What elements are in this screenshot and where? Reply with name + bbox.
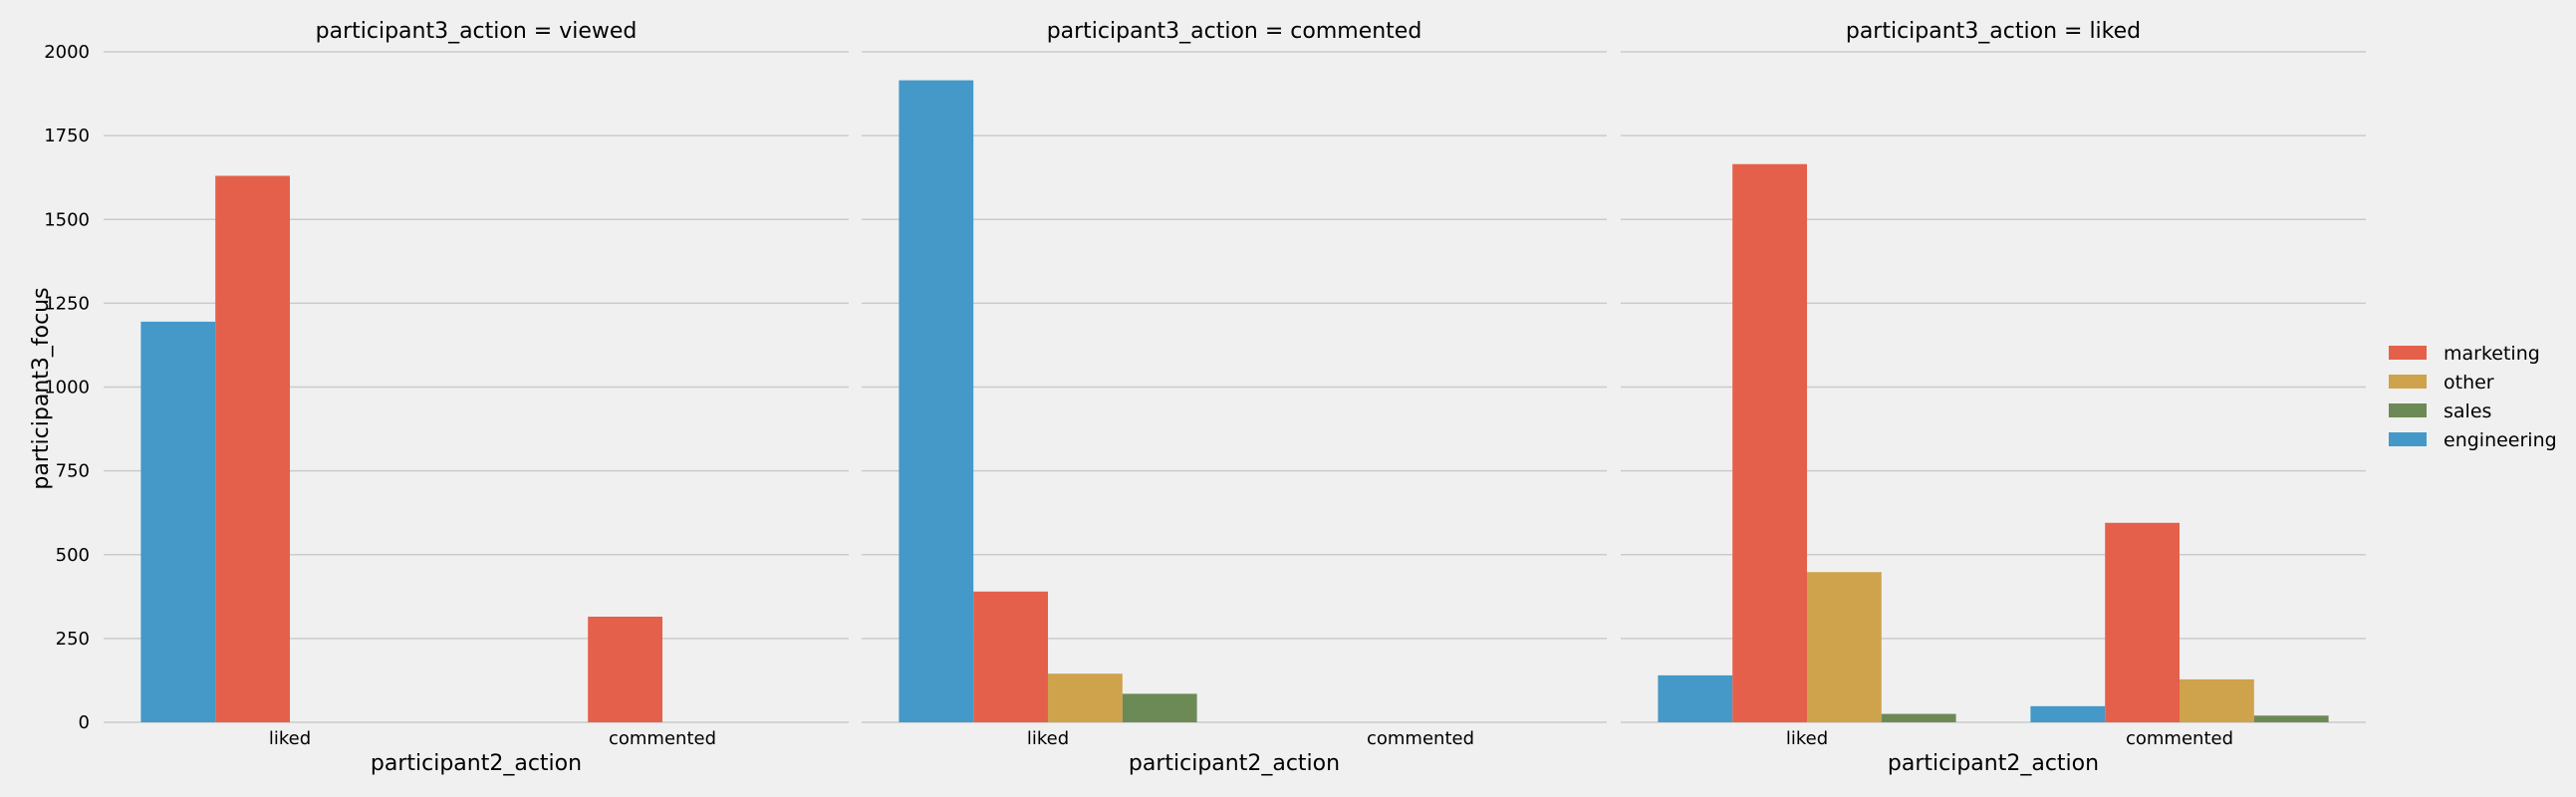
legend-swatch-engineering (2389, 432, 2427, 446)
x-tick-label: liked (1786, 728, 1828, 749)
x-tick-label: commented (609, 728, 716, 749)
bar-sales-liked (1881, 713, 1956, 722)
legend-swatch-other (2389, 375, 2427, 389)
bar-engineering-liked (140, 321, 216, 722)
legend-swatch-marketing (2389, 346, 2427, 360)
panel-3: participant3_action = liked liked commente… (1621, 19, 2366, 776)
x-axis-label: participant2_action (1129, 751, 1340, 776)
bar-marketing-commented (588, 617, 662, 722)
y-tick-label: 500 (56, 545, 90, 566)
y-tick-label: 1250 (44, 293, 90, 314)
bar-marketing-commented (2105, 522, 2180, 722)
bar-engineering-liked (1658, 674, 1733, 722)
bar-other-commented (2180, 678, 2254, 722)
y-tick-label: 0 (79, 712, 90, 733)
y-tick-label: 1000 (44, 378, 90, 398)
x-tick-label: commented (2126, 728, 2233, 749)
bar-engineering-commented (2030, 705, 2106, 722)
panel-title: participant3_action = liked (1846, 19, 2141, 44)
x-tick-label: liked (269, 728, 311, 749)
legend-label-engineering: engineering (2444, 429, 2557, 451)
bar-other-liked (1807, 572, 1882, 722)
legend: marketing other sales engineering (2389, 343, 2557, 451)
bar-engineering-liked (899, 80, 974, 723)
y-axis-label: participant3_focus (29, 287, 54, 489)
panel-title: participant3_action = viewed (316, 19, 638, 44)
legend-label-sales: sales (2444, 400, 2491, 422)
bar-sales-commented (2253, 715, 2329, 722)
y-tick-label: 250 (56, 629, 90, 650)
y-tick-label: 750 (56, 461, 90, 482)
bar-marketing-liked (1732, 163, 1807, 723)
bar-sales-liked (1122, 693, 1197, 722)
bar-marketing-liked (973, 591, 1048, 722)
panel-1: 0 250 500 750 1000 1250 1500 1750 2000 participan… (44, 19, 849, 776)
x-tick-label: commented (1367, 728, 1474, 749)
y-tick-label: 2000 (44, 42, 90, 63)
panels: 0 250 500 750 1000 1250 1500 1750 2000 participan… (44, 19, 2366, 776)
y-tick-label: 1750 (44, 126, 90, 146)
y-tick-label: 1500 (44, 209, 90, 230)
bar-marketing-liked (215, 175, 290, 722)
bar-other-liked (1048, 673, 1123, 722)
x-axis-label: participant2_action (1888, 751, 2099, 776)
panel-title: participant3_action = commented (1047, 19, 1422, 44)
panel-2: participant3_action = commented liked comm… (862, 19, 1607, 776)
legend-label-marketing: marketing (2444, 343, 2540, 365)
legend-label-other: other (2444, 372, 2494, 394)
x-tick-label: liked (1027, 728, 1069, 749)
legend-swatch-sales (2389, 403, 2427, 417)
x-axis-label: participant2_action (371, 751, 582, 776)
